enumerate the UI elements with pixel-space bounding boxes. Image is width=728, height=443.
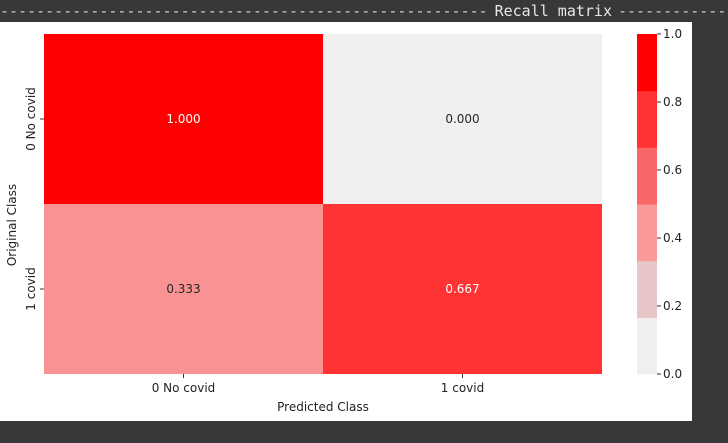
y-axis-label: Original Class bbox=[5, 184, 19, 266]
console-header-title: Recall matrix bbox=[494, 2, 612, 20]
console-header: ----------------------------------------… bbox=[0, 0, 728, 22]
cell-annotations: 1.000 0.000 0.333 0.667 bbox=[166, 112, 479, 296]
colorbar-tick-label-4: 0.8 bbox=[663, 95, 682, 109]
x-axis-label: Predicted Class bbox=[277, 400, 369, 414]
heatmap-cell-r0-c1 bbox=[323, 34, 602, 204]
heatmap-axes: 0 No covid 1 covid 0 No covid 1 covid bbox=[24, 87, 484, 395]
colorbar-tick-label-5: 1.0 bbox=[663, 27, 682, 41]
cell-annotation-r1-c1: 0.667 bbox=[445, 282, 479, 296]
colorbar-segment-0 bbox=[637, 317, 657, 375]
y-tick-label-1: 1 covid bbox=[24, 267, 38, 310]
heatmap-cell-r1-c0 bbox=[44, 204, 323, 374]
header-dashes-left: ----------------------------------------… bbox=[0, 2, 489, 20]
colorbar-tick-label-2: 0.4 bbox=[663, 231, 682, 245]
colorbar-segment-2 bbox=[637, 204, 657, 262]
x-tick-label-0: 0 No covid bbox=[152, 381, 216, 395]
colorbar-segment-4 bbox=[637, 90, 657, 148]
colorbar-tick-label-3: 0.6 bbox=[663, 163, 682, 177]
cell-annotation-r0-c1: 0.000 bbox=[445, 112, 479, 126]
heatmap-cell-r1-c1 bbox=[323, 204, 602, 374]
colorbar-tick-label-1: 0.2 bbox=[663, 299, 682, 313]
colorbar-segment-1 bbox=[637, 260, 657, 318]
x-tick-label-1: 1 covid bbox=[441, 381, 484, 395]
colorbar-tick-label-0: 0.0 bbox=[663, 367, 682, 381]
cell-annotation-r0-c0: 1.000 bbox=[166, 112, 200, 126]
cell-annotation-r1-c0: 0.333 bbox=[166, 282, 200, 296]
colorbar: 0.0 0.2 0.4 0.6 0.8 1.0 bbox=[637, 27, 682, 381]
colorbar-segment-3 bbox=[637, 147, 657, 205]
colorbar-segment-5 bbox=[637, 34, 657, 92]
heatmap-cells bbox=[44, 34, 602, 374]
header-dashes-right: ---------------------------- bbox=[618, 2, 728, 20]
y-tick-label-0: 0 No covid bbox=[24, 87, 38, 151]
heatmap-cell-r0-c0 bbox=[44, 34, 323, 204]
figure-canvas: 1.000 0.000 0.333 0.667 0 No covid 1 covid 0 … bbox=[0, 22, 692, 421]
